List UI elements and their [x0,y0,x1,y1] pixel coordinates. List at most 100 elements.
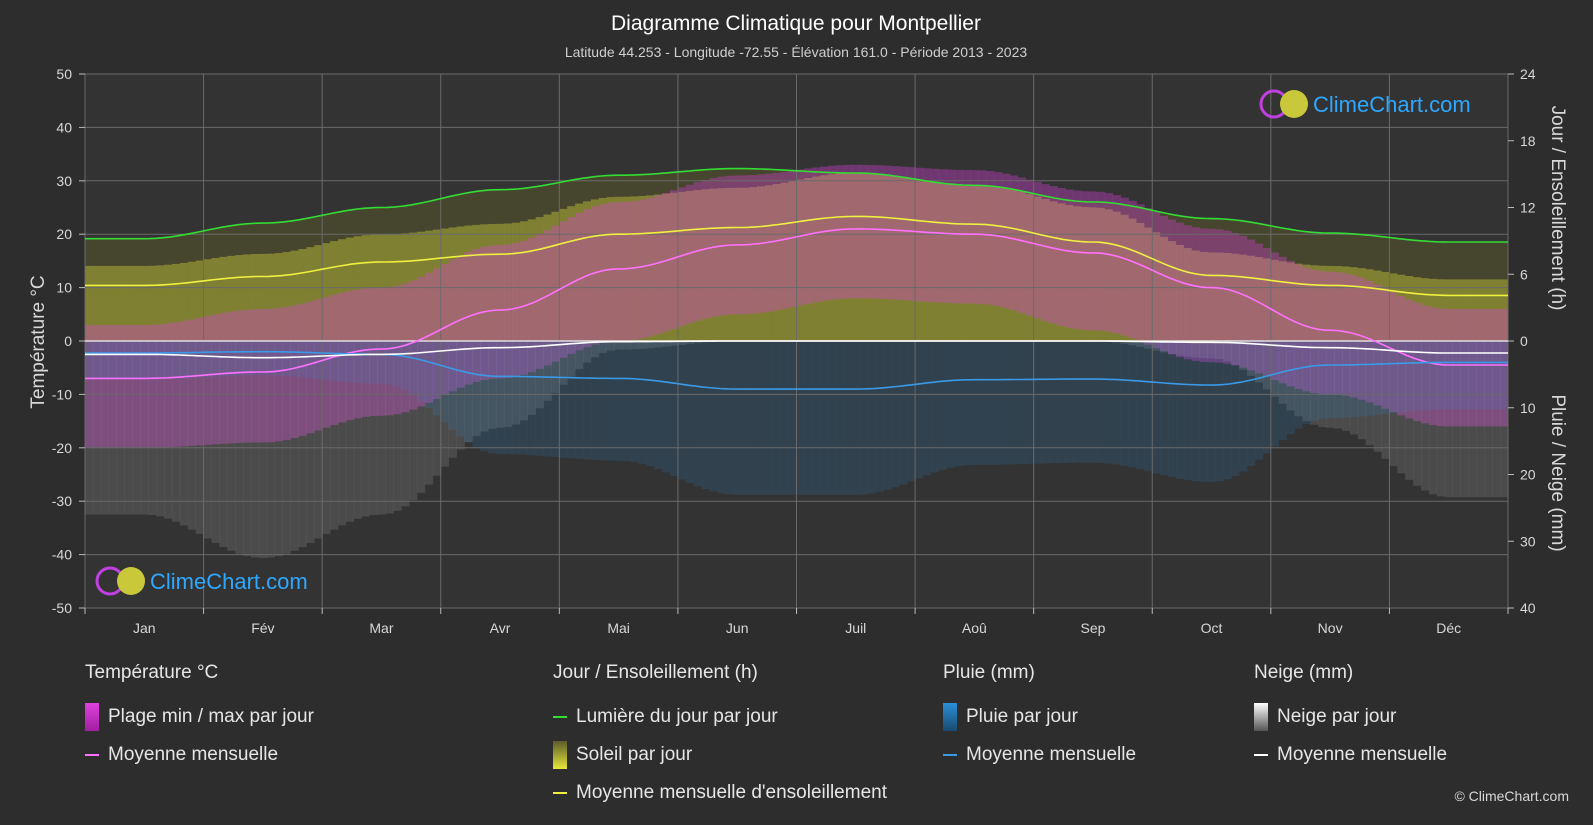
sunshine-bar [756,186,766,341]
rain-bar [725,341,734,495]
sunshine-bar [780,182,789,341]
temp-range-bar [899,166,908,301]
temp-range-bar [511,243,521,377]
rain-bar [171,341,181,379]
right-top-tick-label: 24 [1520,66,1536,82]
temp-range-bar [1318,271,1327,395]
sunshine-bar [1262,258,1272,341]
legend-temp-range-label: Plage min / max par jour [108,706,314,727]
temp-range-bar [1168,219,1177,355]
sunshine-bar [994,186,1003,341]
daylight-bar [717,168,726,341]
rain-mean-swatch [943,754,957,756]
temp-range-bar [867,165,876,299]
rain-bar [1231,341,1240,476]
daylight-bar [796,171,805,341]
daylight-bar [630,174,639,341]
sunshine-bar [85,265,94,341]
temp-range-bar [227,311,236,444]
sunshine-bar [116,265,125,341]
daylight-bar [756,168,766,341]
daylight-bar [511,189,521,341]
daylight-bar [859,173,868,341]
temp-range-bar [187,319,196,446]
legend-temperature-title: Température °C [85,662,219,683]
sunshine-bar [472,224,481,341]
snow-bar [1500,341,1509,498]
month-label: Jun [726,620,749,636]
daylight-bar [867,173,876,341]
rain-bar [432,341,442,416]
sunshine-bar [804,177,813,341]
temp-range-bar [243,309,252,443]
temp-range-bar [1009,175,1019,311]
right-axis-title-bottom: Pluie / Neige (mm) [1547,394,1568,551]
rain-bar [772,341,781,495]
sunshine-bar [725,187,734,341]
snow-bar [614,341,623,350]
month-label: Déc [1436,620,1461,636]
snow-bar [1341,341,1351,431]
snow-bar [1239,341,1248,370]
temp-range-bar [290,305,299,439]
rain-bar [1381,341,1390,415]
right-bottom-tick-label: 40 [1520,600,1536,616]
rain-bar [1120,341,1129,466]
rain-bar [1397,341,1406,413]
temp-range-bar [891,166,900,300]
daylight-bar [946,184,955,341]
temp-range-bar [788,170,797,308]
sunshine-bar [203,259,212,341]
daylight-bar [456,194,465,341]
temp-range-bar [1025,179,1034,316]
sunshine-bar [195,260,204,341]
sunshine-bar [543,214,552,341]
rain-bar [393,341,402,387]
sunshine-bar [741,187,750,341]
temp-range-bar [456,255,465,388]
rain-bar [140,341,149,380]
temp-range-bar [804,168,813,304]
daylight-bar [1397,238,1406,341]
daylight-bar [496,189,505,341]
temp-range-bar [472,248,481,382]
daylight-bar [1073,201,1082,341]
daylight-bar [788,170,797,341]
sunshine-bar [171,263,181,341]
temp-range-bar [1421,305,1430,424]
brand-text-bottom: ClimeChart.com [150,569,308,594]
sunshine-bar [1065,205,1074,341]
sunshine-bar [685,190,695,341]
legend-snow-title: Neige (mm) [1254,662,1354,683]
temp-range-bar [124,324,133,448]
sunshine-bar [179,262,189,341]
daylight-bar [1223,219,1232,341]
temp-range-swatch [85,703,99,731]
daylight-bar [883,175,892,341]
rain-bar [978,341,987,465]
daylight-bar [1428,241,1438,341]
rain-bar [306,341,315,379]
sunshine-bar [314,245,323,341]
daylight-bar [1436,241,1446,341]
sunshine-bar [1460,279,1469,341]
rain-bar [891,341,900,488]
temp-range-bar [551,225,560,362]
temp-range-bar [583,209,592,348]
rain-bar [930,341,940,473]
sunshine-bar [1286,262,1295,341]
snow-bar [1152,341,1161,351]
daylight-bar [938,183,948,341]
rain-bar [345,341,355,383]
rain-bar [851,341,861,495]
rain-bar [1460,341,1469,410]
legend-sun: Jour / Ensoleillement (h) Lumière du jou… [553,662,887,812]
sunshine-bar [1041,199,1050,341]
sunshine-bar [1405,276,1414,341]
snow-bar [187,341,196,530]
sunshine-bar [1421,278,1430,341]
daylight-bar [314,216,323,341]
rain-bar [804,341,813,495]
daylight-bar [970,185,979,341]
sunshine-bar [915,179,924,341]
